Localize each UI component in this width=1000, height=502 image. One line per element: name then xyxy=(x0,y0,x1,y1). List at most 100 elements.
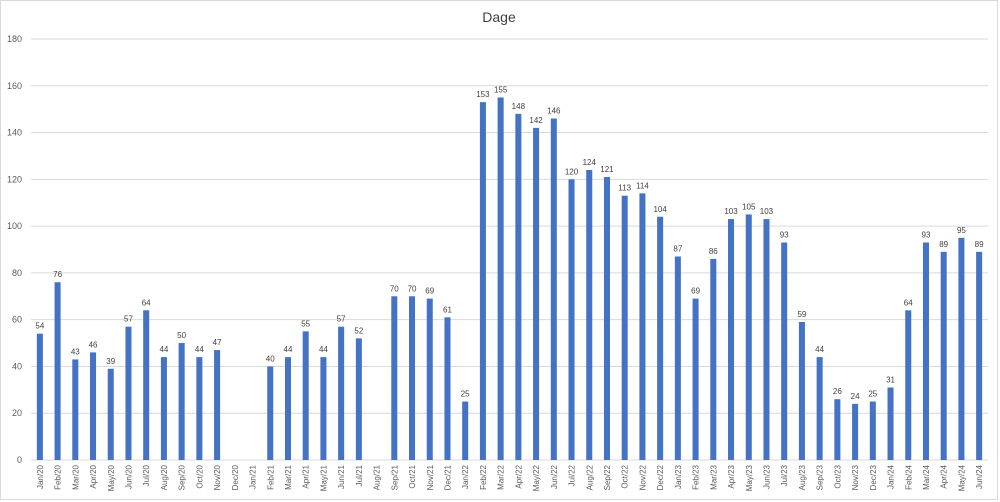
bar xyxy=(816,357,823,460)
data-label: 86 xyxy=(709,247,718,256)
data-label: 54 xyxy=(35,322,44,331)
data-label: 43 xyxy=(71,347,80,356)
x-tick-label: Jan/22 xyxy=(461,464,470,489)
data-label: 93 xyxy=(780,230,789,239)
bar xyxy=(302,331,309,460)
x-axis: Jan/20 Feb/20 Mar/20 Apr/20 May/20 Jun/20 Jul/… xyxy=(36,464,984,491)
data-label: 70 xyxy=(390,284,399,293)
y-tick-label: 120 xyxy=(7,174,22,184)
data-label: 64 xyxy=(904,298,913,307)
bar xyxy=(497,97,504,460)
data-label: 113 xyxy=(618,184,631,193)
y-tick-label: 180 xyxy=(7,34,22,44)
data-label: 64 xyxy=(142,298,151,307)
x-tick-label: Jan/21 xyxy=(249,464,258,489)
x-tick-label: Jan/20 xyxy=(36,464,45,489)
x-tick-label: Apr/24 xyxy=(940,464,949,488)
data-label: 70 xyxy=(408,284,417,293)
bar xyxy=(586,169,593,460)
data-label: 76 xyxy=(53,270,62,279)
bar xyxy=(568,179,575,461)
bar xyxy=(36,333,43,460)
y-tick-label: 0 xyxy=(17,455,22,465)
bar xyxy=(958,237,965,460)
bar xyxy=(54,282,61,460)
data-label: 24 xyxy=(851,392,860,401)
y-tick-label: 60 xyxy=(12,315,22,325)
x-tick-label: Sep/20 xyxy=(178,464,187,490)
bar xyxy=(125,326,132,460)
data-labels: 54 76 43 46 39 57 64 44 50 44 47 40 44 55 44 57 52 70 70 69… xyxy=(35,85,984,400)
data-label: 57 xyxy=(124,315,133,324)
x-tick-label: Jun/21 xyxy=(337,464,346,489)
bar xyxy=(444,317,451,460)
bar xyxy=(533,127,540,460)
data-label: 89 xyxy=(939,240,948,249)
x-tick-label: Jul/21 xyxy=(355,464,364,486)
x-tick-label: Oct/21 xyxy=(408,464,417,488)
bar xyxy=(781,242,788,460)
data-label: 44 xyxy=(815,345,824,354)
data-label: 59 xyxy=(797,310,806,319)
data-label: 44 xyxy=(159,345,168,354)
y-tick-label: 140 xyxy=(7,128,22,138)
data-label: 57 xyxy=(337,315,346,324)
x-tick-label: May/20 xyxy=(107,464,116,491)
data-label: 40 xyxy=(266,354,275,363)
x-tick-label: Sep/21 xyxy=(390,464,399,490)
x-tick-label: Mar/21 xyxy=(284,464,293,489)
bar xyxy=(639,193,646,460)
bar xyxy=(976,251,983,460)
x-tick-label: Jun/24 xyxy=(975,464,984,489)
data-label: 148 xyxy=(512,102,526,111)
data-label: 44 xyxy=(195,345,204,354)
bar xyxy=(160,357,167,460)
bar xyxy=(72,359,79,460)
bar xyxy=(905,310,912,460)
bar xyxy=(745,214,752,460)
bar xyxy=(728,219,735,460)
x-tick-label: Mar/24 xyxy=(922,464,931,489)
bar xyxy=(657,216,664,460)
bar xyxy=(710,258,717,460)
data-label: 25 xyxy=(461,390,470,399)
data-label: 46 xyxy=(89,340,98,349)
x-tick-label: Nov/22 xyxy=(638,464,647,490)
x-tick-label: Apr/22 xyxy=(514,464,523,488)
y-tick-label: 160 xyxy=(7,81,22,91)
y-tick-label: 80 xyxy=(12,268,22,278)
bar xyxy=(869,401,876,460)
bar xyxy=(940,251,947,460)
x-tick-label: Aug/20 xyxy=(160,464,169,490)
x-tick-label: Jun/23 xyxy=(762,464,771,489)
bar xyxy=(90,352,97,460)
x-tick-label: Jun/20 xyxy=(124,464,133,489)
data-label: 103 xyxy=(760,207,774,216)
bar xyxy=(214,350,221,460)
x-tick-label: Apr/23 xyxy=(727,464,736,488)
x-tick-label: Mar/22 xyxy=(497,464,506,489)
bar xyxy=(267,366,274,460)
x-tick-label: Sep/22 xyxy=(603,464,612,490)
data-label: 26 xyxy=(833,387,842,396)
chart-title: Dage xyxy=(482,9,516,25)
data-label: 121 xyxy=(600,165,614,174)
data-label: 89 xyxy=(975,240,984,249)
x-tick-label: Jan/23 xyxy=(674,464,683,489)
x-tick-label: Feb/20 xyxy=(54,464,63,489)
data-label: 31 xyxy=(886,375,895,384)
data-label: 44 xyxy=(284,345,293,354)
bar xyxy=(834,399,841,460)
y-tick-label: 20 xyxy=(12,408,22,418)
x-tick-label: Apr/21 xyxy=(302,464,311,488)
x-tick-label: Aug/22 xyxy=(585,464,594,490)
data-label: 155 xyxy=(494,85,508,94)
data-label: 44 xyxy=(319,345,328,354)
x-tick-label: Apr/20 xyxy=(89,464,98,488)
bar xyxy=(284,357,291,460)
data-label: 52 xyxy=(354,326,363,335)
bar xyxy=(409,296,416,460)
bar xyxy=(621,195,628,460)
